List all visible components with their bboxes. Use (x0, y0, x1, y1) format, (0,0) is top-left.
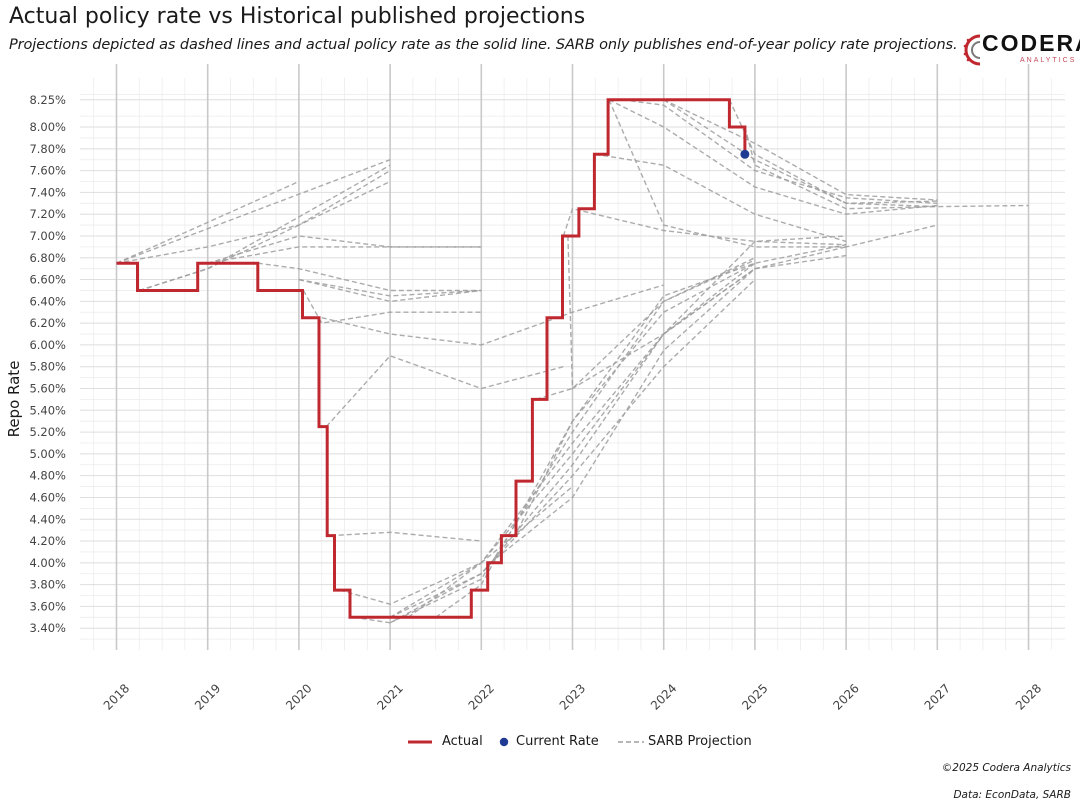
y-tick-label: 4.40% (29, 512, 66, 526)
projection-line (298, 278, 482, 297)
projection-line (608, 99, 938, 215)
projection-line (302, 290, 482, 324)
y-tick-label: 5.80% (29, 360, 66, 374)
copyright-text: ©2025 Codera Analytics (941, 762, 1071, 774)
projection-line (257, 262, 482, 292)
legend-current: Current Rate (498, 733, 618, 751)
legend-actual-label: Actual (442, 734, 483, 749)
projection-line (298, 278, 482, 303)
x-tick-label: 2021 (374, 681, 405, 712)
x-tick-label: 2019 (192, 681, 223, 712)
y-tick-label: 8.00% (29, 120, 66, 134)
chart-title: Actual policy rate vs Historical publish… (9, 4, 586, 29)
legend-projection-label: SARB Projection (648, 734, 752, 749)
y-tick-label: 3.80% (29, 578, 66, 592)
legend-projection-swatch (618, 741, 644, 743)
y-tick-label: 6.20% (29, 316, 66, 330)
y-tick-label: 5.60% (29, 382, 66, 396)
actual-line-group (116, 98, 747, 619)
projection-line (389, 279, 756, 618)
y-tick-label: 4.80% (29, 469, 66, 483)
legend-actual: Actual (406, 733, 496, 751)
actual-rate-line (116, 98, 747, 619)
y-tick-label: 7.00% (29, 229, 66, 243)
major-gridlines (80, 64, 1065, 650)
y-tick-label: 7.20% (29, 207, 66, 221)
y-tick-label: 6.00% (29, 338, 66, 352)
projection-line (139, 164, 391, 292)
projection-line (622, 99, 938, 204)
x-axis-ticks: 2018 2019 2020 2021 2022 2023 2024 2025 2026 2027… (101, 681, 1045, 712)
legend-projection: SARB Projection (616, 733, 756, 751)
projection-line (744, 126, 938, 210)
projection-line (663, 99, 938, 201)
legend-actual-swatch (408, 740, 432, 744)
projection-line (116, 180, 391, 264)
y-tick-label: 7.60% (29, 164, 66, 178)
legend-current-label: Current Rate (516, 734, 599, 749)
x-tick-label: 2018 (101, 681, 132, 712)
projection-line (139, 169, 391, 292)
projection-line (325, 354, 564, 428)
y-tick-label: 6.80% (29, 251, 66, 265)
projection-line (407, 246, 847, 618)
y-tick-label: 4.20% (29, 534, 66, 548)
x-tick-label: 2026 (830, 681, 861, 712)
projection-lines (116, 99, 1029, 624)
projection-line (535, 259, 756, 401)
projection-line (435, 244, 847, 618)
projection-line (330, 531, 482, 542)
chart-subtitle: Projections depicted as dashed lines and… (9, 37, 958, 53)
y-tick-label: 6.60% (29, 273, 66, 287)
y-tick-label: 7.40% (29, 185, 66, 199)
y-tick-label: 8.25% (29, 93, 66, 107)
x-tick-label: 2025 (739, 681, 770, 712)
x-tick-label: 2024 (648, 681, 679, 712)
y-tick-label: 6.40% (29, 294, 66, 308)
x-tick-label: 2022 (466, 681, 497, 712)
y-tick-label: 5.40% (29, 403, 66, 417)
y-axis-ticks: 3.40% 3.60% 3.80% 4.00% 4.20% 4.40% 4.60% 4.80%… (29, 93, 66, 635)
projection-line (567, 235, 847, 390)
x-tick-label: 2023 (557, 681, 588, 712)
projection-line (389, 268, 756, 618)
projection-line (595, 153, 847, 243)
y-tick-label: 4.00% (29, 556, 66, 570)
projection-line (517, 262, 756, 531)
x-tick-label: 2020 (283, 681, 314, 712)
legend-current-swatch (499, 737, 509, 747)
y-tick-label: 7.80% (29, 142, 66, 156)
projection-line (207, 235, 482, 264)
data-source-text: Data: EconData, SARB (953, 789, 1071, 801)
projection-line (353, 262, 756, 624)
projection-line (116, 159, 391, 264)
projection-line (116, 180, 300, 264)
x-tick-label: 2027 (922, 681, 953, 712)
y-tick-label: 5.20% (29, 425, 66, 439)
projection-line (321, 284, 664, 346)
y-axis-label: Repo Rate (5, 360, 23, 438)
projection-line (562, 207, 847, 246)
y-tick-label: 5.00% (29, 447, 66, 461)
logo-subtext: ANALYTICS (1020, 57, 1077, 64)
current-rate-point (740, 149, 750, 159)
logo-mark-icon (963, 34, 981, 66)
current-rate-group (740, 149, 750, 159)
y-tick-label: 4.60% (29, 490, 66, 504)
projection-line (207, 246, 482, 264)
projection-line (389, 257, 756, 624)
y-tick-label: 3.60% (29, 599, 66, 613)
x-tick-label: 2028 (1013, 681, 1044, 712)
projection-line (608, 99, 938, 248)
y-tick-label: 3.40% (29, 621, 66, 635)
